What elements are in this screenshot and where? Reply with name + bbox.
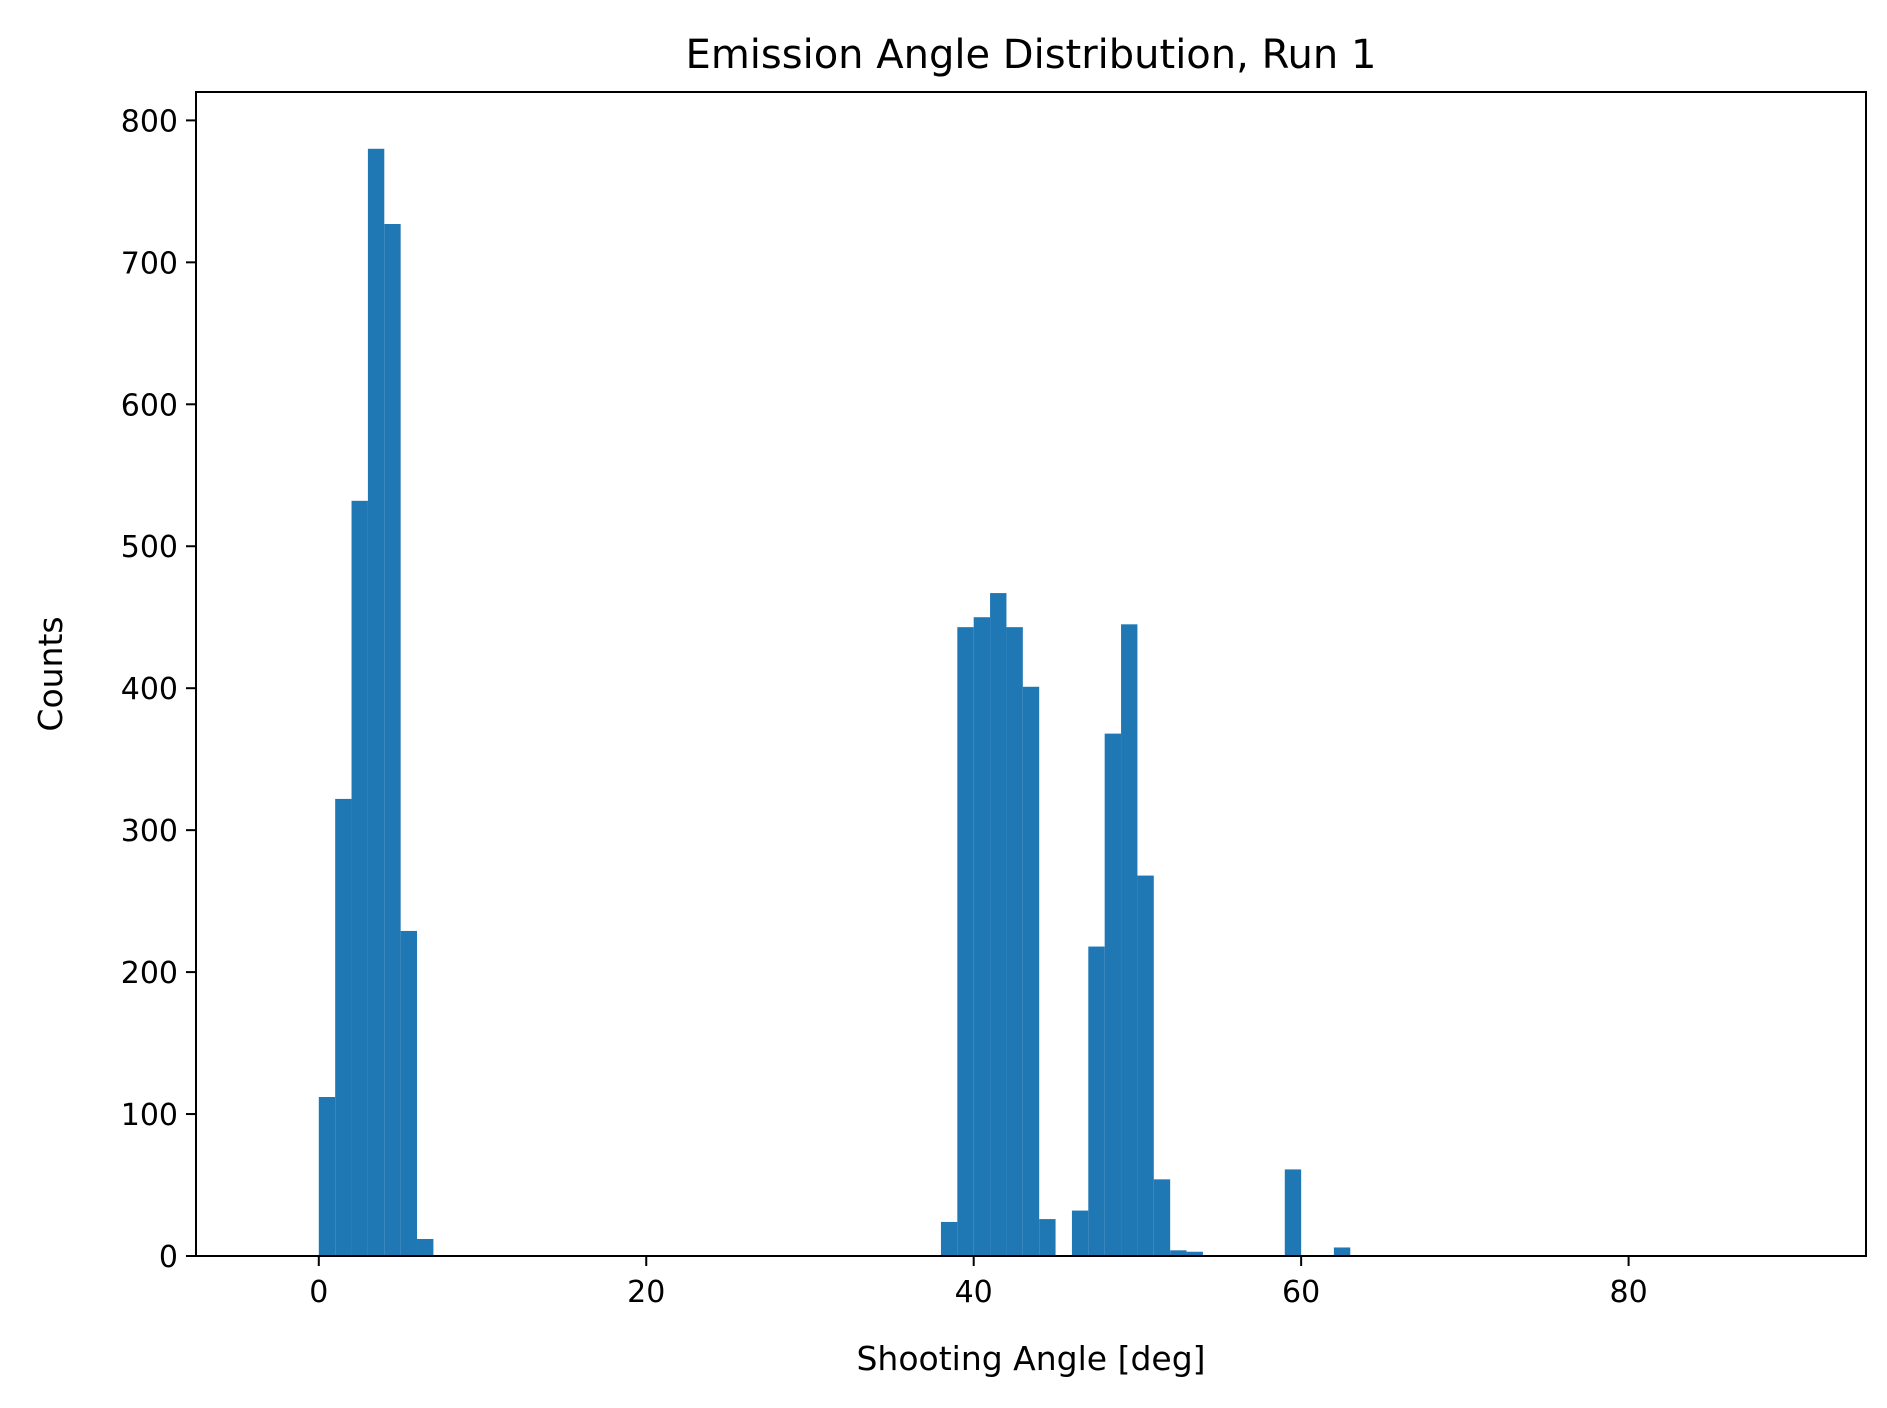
histogram-bar-50 bbox=[1137, 875, 1154, 1256]
histogram-bar-4 bbox=[384, 224, 401, 1256]
x-axis-label: Shooting Angle [deg] bbox=[856, 1339, 1205, 1378]
histogram-bar-51 bbox=[1153, 1179, 1171, 1256]
y-tick-label: 300 bbox=[121, 814, 178, 849]
y-tick-label: 800 bbox=[121, 104, 178, 139]
x-tick-label: 0 bbox=[309, 1275, 328, 1310]
x-tick-label: 80 bbox=[1610, 1275, 1648, 1310]
histogram-bar-52 bbox=[1170, 1250, 1187, 1256]
histogram-bar-49 bbox=[1121, 624, 1138, 1256]
y-tick-label: 700 bbox=[121, 246, 178, 281]
y-tick-label: 600 bbox=[121, 388, 178, 423]
histogram-bar-42 bbox=[1006, 627, 1023, 1256]
x-tick-label: 20 bbox=[627, 1275, 665, 1310]
histogram-bar-39 bbox=[957, 627, 974, 1256]
histogram-bar-44 bbox=[1039, 1219, 1056, 1256]
x-tick-label: 40 bbox=[955, 1275, 993, 1310]
y-tick-label: 500 bbox=[121, 530, 178, 565]
histogram-bar-43 bbox=[1022, 686, 1040, 1256]
histogram-bar-5 bbox=[400, 930, 418, 1256]
bars-group bbox=[318, 148, 1351, 1256]
x-axis-ticks: 0 20 40 60 80 bbox=[309, 1256, 1648, 1310]
y-tick-label: 0 bbox=[159, 1240, 178, 1275]
histogram-bar-0 bbox=[318, 1097, 336, 1256]
histogram-bar-53 bbox=[1186, 1251, 1203, 1256]
histogram-bar-41 bbox=[990, 593, 1007, 1256]
histogram-bar-59 bbox=[1284, 1169, 1302, 1256]
chart-title: Emission Angle Distribution, Run 1 bbox=[686, 32, 1377, 78]
plot-frame bbox=[195, 91, 1867, 1257]
histogram-bar-47 bbox=[1088, 946, 1105, 1256]
y-axis-ticks: 0 100 200 300 400 500 600 700 800 bbox=[121, 104, 196, 1275]
y-tick-label: 400 bbox=[121, 672, 178, 707]
x-tick-label: 60 bbox=[1282, 1275, 1320, 1310]
histogram-bar-48 bbox=[1104, 733, 1122, 1256]
histogram-bar-6 bbox=[417, 1238, 434, 1256]
histogram-bar-2 bbox=[351, 500, 368, 1256]
y-axis-label: Counts bbox=[31, 616, 70, 731]
histogram-bar-62 bbox=[1333, 1247, 1351, 1256]
histogram-bar-40 bbox=[973, 617, 991, 1256]
histogram-bar-3 bbox=[367, 148, 385, 1256]
histogram-bar-1 bbox=[335, 798, 352, 1256]
y-tick-label: 100 bbox=[121, 1098, 178, 1133]
histogram-bar-38 bbox=[940, 1221, 958, 1256]
histogram-bar-46 bbox=[1071, 1210, 1089, 1256]
y-tick-label: 200 bbox=[121, 956, 178, 991]
